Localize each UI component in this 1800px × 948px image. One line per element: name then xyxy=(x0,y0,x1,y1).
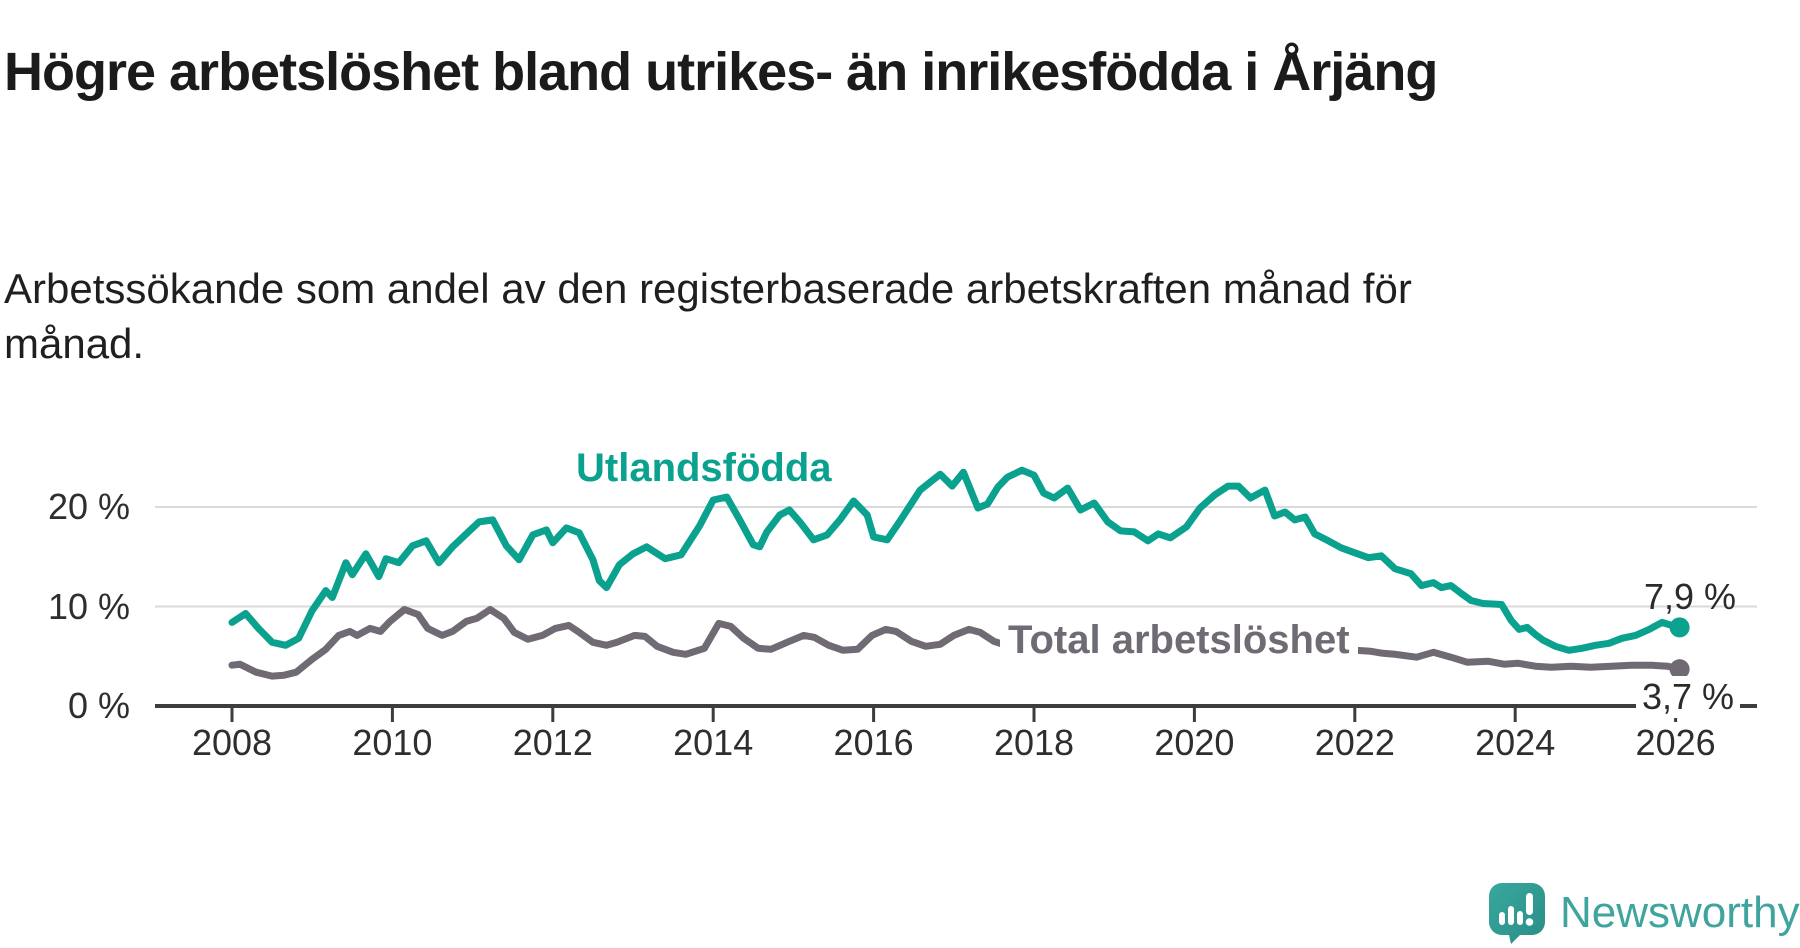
series-label-total-arbetsloshet: Total arbetslöshet xyxy=(1000,616,1358,665)
newsworthy-logo-text: Newsworthy xyxy=(1560,888,1800,937)
series-lines xyxy=(228,466,1684,680)
end-value-label-total: 3,7 % xyxy=(1636,676,1741,718)
y-tick-label: 20 % xyxy=(47,486,130,527)
chart-subtitle: Arbetssökande som andel av den registerb… xyxy=(4,265,1412,367)
series-label-utlandsfodda: Utlandsfödda xyxy=(576,446,832,490)
end-value-label-utlandsfodda: 7,9 % xyxy=(1644,576,1737,617)
speech-bubble-bar-chart-icon xyxy=(1489,883,1545,944)
gridlines xyxy=(155,506,1757,608)
x-tick-label-2022: 2022 xyxy=(1314,722,1395,763)
x-tick-label-2024: 2024 xyxy=(1475,722,1556,763)
x-tick-label-2010: 2010 xyxy=(352,722,433,763)
x-axis xyxy=(155,704,1757,722)
x-tick-label-2012: 2012 xyxy=(512,722,593,763)
x-tick-label-2026: 2026 xyxy=(1635,722,1716,763)
newsworthy-logo: Newsworthy xyxy=(1488,882,1800,944)
x-tick-label-2016: 2016 xyxy=(833,722,914,763)
x-tick-label-2018: 2018 xyxy=(993,722,1075,763)
y-tick-label: 10 % xyxy=(47,585,130,627)
y-tick-label: 0 % xyxy=(67,685,130,726)
x-tick-label-2014: 2014 xyxy=(673,722,754,763)
x-tick-label-2020: 2020 xyxy=(1154,722,1235,763)
chart-title: Högre arbetslöshet bland utrikes- än inr… xyxy=(4,42,1438,103)
series-end-dots xyxy=(1669,617,1690,680)
x-tick-label-2008: 2008 xyxy=(191,722,273,763)
